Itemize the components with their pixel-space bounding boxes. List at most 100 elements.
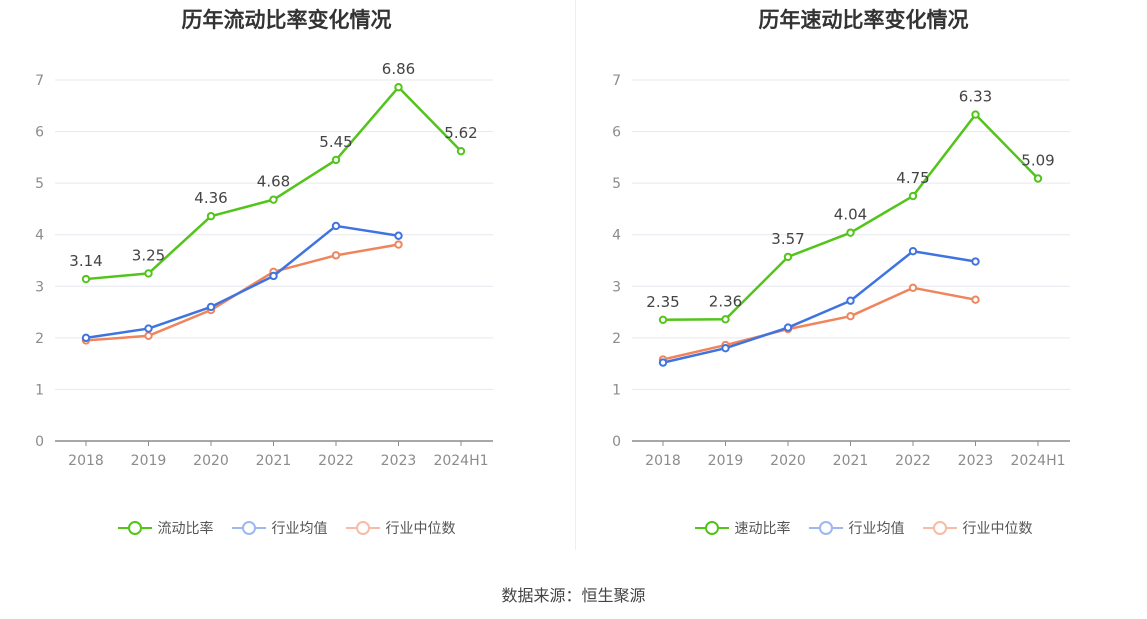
legend-label: 行业均值 [271,521,328,537]
y-tick-label: 4 [35,228,44,244]
quick-ratio-plot: 0 1 2 3 4 5 6 7 2018 2019 2020 2021 2022 2023 2024H1 2.… [612,73,1070,469]
data-point [971,110,980,119]
data-label: 4.04 [834,206,867,224]
y-tick-label: 4 [612,228,621,244]
x-tick-label: 2024H1 [1010,453,1065,469]
data-point [394,231,403,240]
legend-marker-orange [922,521,957,535]
x-tick-label: 2018 [68,453,104,469]
data-point [658,315,668,325]
data-point [206,302,216,312]
y-tick-label: 7 [35,73,44,89]
data-point [394,240,403,249]
data-label: 5.09 [1021,152,1054,170]
quick-ratio-chart-panel: 历年速动比率变化情况 0 1 2 3 4 5 6 7 2018 2019 2020 2021 2022 2… [577,0,1147,560]
current-ratio-plot: 0 1 2 3 4 5 6 7 2018 2019 2020 2021 2022 2023 2024H1 3.… [35,60,493,469]
data-label: 2.36 [709,292,742,310]
x-tick-label: 2022 [318,453,354,469]
data-point [456,146,466,156]
y-tick-label: 7 [612,73,621,89]
x-tick-label: 2023 [381,453,417,469]
data-point [331,251,341,260]
legend-marker-blue [231,521,266,535]
data-point [908,283,918,293]
data-point [846,228,855,237]
y-tick-label: 0 [35,434,44,450]
legend-label: 速动比率 [734,521,791,537]
x-tick-label: 2019 [708,453,744,469]
data-label: 6.33 [959,88,992,106]
legend-item-industry-mean[interactable]: 行业均值 [808,518,905,538]
series-line [662,249,976,364]
data-label: 4.68 [257,173,290,191]
legend-marker-blue [808,521,843,535]
data-point [144,324,153,333]
legend-label: 行业中位数 [385,521,456,537]
chart-title: 历年速动比率变化情况 [758,8,969,32]
data-point [908,191,918,201]
legend-label: 行业均值 [848,521,905,537]
legend-marker-green [117,521,152,535]
legend-marker-orange [345,521,380,535]
x-tick-label: 2019 [131,453,167,469]
data-point [81,333,91,343]
legend-item-industry-median[interactable]: 行业中位数 [345,518,456,538]
data-point [721,315,730,324]
y-tick-label: 2 [612,331,621,347]
y-tick-label: 3 [612,279,621,295]
data-label: 3.14 [69,252,102,270]
data-point [846,296,855,305]
data-point [658,358,668,367]
legend-item-industry-mean[interactable]: 行业均值 [231,518,328,538]
current-ratio-chart-panel: 历年流动比率变化情况 0 1 2 3 4 5 6 7 2018 2019 2020 2021 2022 2… [0,0,573,560]
y-tick-label: 5 [612,176,621,192]
data-point [846,311,855,321]
legend-marker-green [694,521,729,535]
y-tick-label: 5 [35,176,44,192]
data-point [331,155,341,165]
data-point [206,211,216,221]
data-point [783,323,793,332]
data-point [394,83,403,92]
legend-label: 流动比率 [157,521,214,537]
data-point [144,269,153,278]
x-tick-label: 2018 [645,453,681,469]
data-label: 3.57 [771,230,804,248]
data-label: 5.62 [444,124,477,142]
y-tick-label: 6 [35,125,44,141]
y-tick-label: 0 [612,434,621,450]
data-source-note: 数据来源：恒生聚源 [501,586,646,605]
y-tick-label: 2 [35,331,44,347]
data-point [269,271,278,281]
legend-item-current-ratio[interactable]: 流动比率 [117,518,214,538]
data-point [269,195,278,204]
data-point [81,274,91,284]
data-label: 2.35 [646,293,679,311]
data-label: 4.36 [194,189,227,207]
series-line [662,286,976,361]
y-tick-label: 3 [35,279,44,295]
legend: 速动比率 行业均值 行业中位数 [577,518,1147,538]
y-tick-label: 1 [35,382,44,398]
data-point [144,331,153,340]
x-tick-label: 2020 [193,453,229,469]
legend-label: 行业中位数 [962,521,1033,537]
data-label: 3.25 [132,246,165,264]
x-tick-label: 2020 [770,453,806,469]
panel-divider [575,0,576,550]
x-tick-label: 2022 [895,453,931,469]
data-point [971,257,980,266]
chart-title: 历年流动比率变化情况 [181,8,392,32]
data-point [783,252,793,262]
y-tick-label: 1 [612,382,621,398]
x-tick-label: 2021 [833,453,869,469]
legend-item-quick-ratio[interactable]: 速动比率 [694,518,791,538]
data-point [971,295,980,304]
data-label: 6.86 [382,60,415,78]
x-tick-label: 2021 [256,453,292,469]
data-point [331,221,341,231]
data-label: 5.45 [319,133,352,151]
x-tick-label: 2024H1 [433,453,488,469]
legend-item-industry-median[interactable]: 行业中位数 [922,518,1033,538]
data-point [721,343,730,353]
